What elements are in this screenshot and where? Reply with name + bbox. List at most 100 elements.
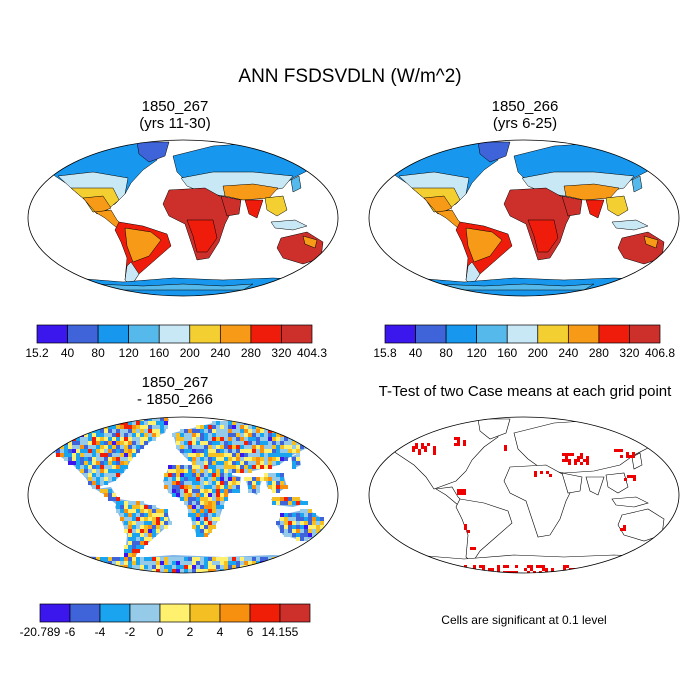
difference-cell (296, 533, 300, 537)
difference-cell (92, 445, 96, 449)
difference-cell (104, 489, 108, 493)
difference-cell (216, 449, 220, 453)
difference-cell (248, 485, 252, 489)
difference-cell (216, 445, 220, 449)
colorbar-label-4: 160 (149, 346, 169, 360)
difference-cell (216, 501, 220, 505)
difference-cell (208, 425, 212, 429)
difference-cell (328, 565, 332, 569)
difference-cell (132, 501, 136, 505)
difference-cell (188, 449, 192, 453)
difference-cell (180, 497, 184, 501)
difference-cell (236, 437, 240, 441)
difference-cell (196, 473, 200, 477)
difference-cell (204, 469, 208, 473)
difference-cell (192, 473, 196, 477)
significant-cell (563, 568, 566, 571)
difference-cell (304, 521, 308, 525)
difference-cell (212, 561, 216, 565)
difference-cell (232, 461, 236, 465)
difference-cell (308, 569, 312, 573)
significant-cell (647, 568, 650, 571)
significant-cell (545, 568, 548, 571)
difference-cell (328, 561, 332, 565)
difference-cell (196, 513, 200, 517)
difference-cell (200, 481, 204, 485)
difference-cell (132, 517, 136, 521)
difference-cell (288, 521, 292, 525)
difference-cell (232, 557, 236, 561)
difference-cell (192, 433, 196, 437)
difference-cell (228, 457, 232, 461)
difference-cell (256, 461, 260, 465)
difference-cell (176, 561, 180, 565)
difference-cell (208, 441, 212, 445)
difference-cell (208, 477, 212, 481)
significant-cell (653, 565, 656, 568)
difference-cell (132, 505, 136, 509)
colorbar-label-3: -2 (125, 625, 136, 639)
difference-cell (196, 477, 200, 481)
panel-difference: 1850_267 - 1850_266 -20.789 -6 -4 -2 0 2 4 6 14.… (20, 374, 339, 639)
difference-cell (160, 565, 164, 569)
difference-cell (180, 477, 184, 481)
difference-cell (268, 445, 272, 449)
difference-cell (172, 493, 176, 497)
difference-cell (164, 425, 168, 429)
significant-cell (620, 565, 623, 568)
significant-cell (395, 565, 398, 568)
difference-cell (172, 557, 176, 561)
difference-cell (204, 565, 208, 569)
difference-cell (100, 421, 104, 425)
difference-cell (260, 445, 264, 449)
difference-cell (248, 561, 252, 565)
difference-cell (132, 449, 136, 453)
difference-cell (228, 489, 232, 493)
difference-cell (128, 541, 132, 545)
difference-cell (132, 433, 136, 437)
difference-cell (172, 561, 176, 565)
difference-cell (244, 441, 248, 445)
difference-cell (300, 557, 304, 561)
difference-cell (128, 521, 132, 525)
difference-cell (124, 433, 128, 437)
difference-cell (188, 485, 192, 489)
difference-cell (220, 449, 224, 453)
difference-cell (44, 441, 48, 445)
difference-cell (236, 481, 240, 485)
difference-cell (280, 437, 284, 441)
difference-cell (292, 461, 296, 465)
difference-cell (284, 445, 288, 449)
difference-cell (128, 517, 132, 521)
difference-cell (80, 421, 84, 425)
difference-cell (88, 561, 92, 565)
difference-cell (312, 557, 316, 561)
difference-cell (332, 565, 336, 569)
difference-cell (52, 565, 56, 569)
difference-cell (248, 457, 252, 461)
significant-cell (545, 574, 548, 577)
colorbar-label-1: -6 (65, 625, 76, 639)
difference-cell (88, 441, 92, 445)
difference-cell (248, 477, 252, 481)
difference-cell (124, 549, 128, 553)
difference-cell (148, 437, 152, 441)
difference-cell (168, 485, 172, 489)
difference-cell (308, 521, 312, 525)
difference-cell (280, 529, 284, 533)
difference-cell (56, 561, 60, 565)
difference-cell (220, 481, 224, 485)
difference-cell (140, 501, 144, 505)
significant-cell (504, 448, 507, 451)
difference-cell (292, 521, 296, 525)
difference-cell (80, 557, 84, 561)
difference-cell (152, 417, 156, 421)
difference-cell (144, 509, 148, 513)
difference-cell (132, 445, 136, 449)
significant-cell (668, 568, 671, 571)
significant-cell (605, 574, 608, 577)
significant-cell (662, 565, 665, 568)
difference-cell (192, 429, 196, 433)
difference-cell (96, 477, 100, 481)
difference-cell (116, 557, 120, 561)
